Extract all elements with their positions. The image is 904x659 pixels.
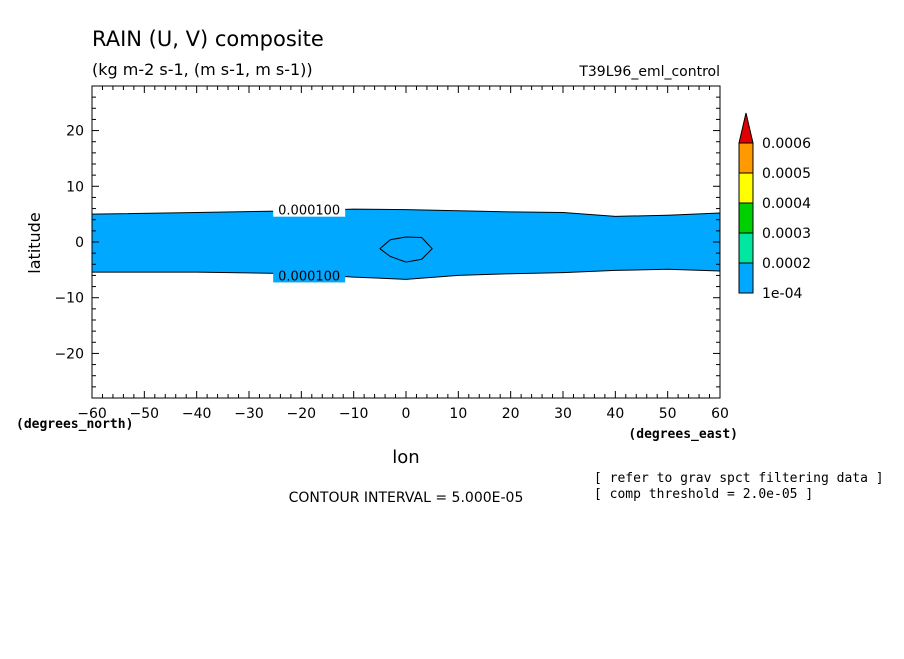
x-tick-label: −10 xyxy=(339,406,369,422)
y-tick-label: −20 xyxy=(54,346,84,362)
x-tick-label: 10 xyxy=(449,406,467,422)
y-units-label: (degrees_north) xyxy=(16,417,133,432)
colorbar-segment xyxy=(738,172,754,204)
colorbar-extend-arrow xyxy=(738,112,754,144)
y-tick-label: 20 xyxy=(66,124,84,140)
colorbar-segment xyxy=(738,142,754,174)
contour-interval-text: CONTOUR INTERVAL = 5.000E-05 xyxy=(289,490,524,506)
contour-label-bg xyxy=(273,202,346,217)
chart-units: (kg m-2 s-1, (m s-1, m s-1)) xyxy=(92,60,313,79)
contour-label: 0.000100 xyxy=(278,204,340,219)
colorbar-label: 0.0006 xyxy=(762,136,811,152)
note-line-2: [ comp threshold = 2.0e-05 ] xyxy=(594,487,813,502)
contour-line-south xyxy=(92,268,721,280)
plot-area: 0.000100 0.000100 −60 −50 −40 −30 −20 −10 0 10 20 3… xyxy=(54,85,729,422)
colorbar-label: 0.0003 xyxy=(762,226,811,242)
x-tick-label: −50 xyxy=(130,406,160,422)
y-axis-label: latitude xyxy=(25,212,44,273)
contour-label: 0.000100 xyxy=(278,269,340,284)
y-tick-label: −10 xyxy=(54,291,84,307)
y-tick-label: 10 xyxy=(66,179,84,195)
x-tick-label: 60 xyxy=(711,406,729,422)
x-tick-label: −20 xyxy=(287,406,317,422)
colorbar-label: 0.0002 xyxy=(762,256,811,272)
colorbar-label: 0.0004 xyxy=(762,196,811,212)
colorbar-segment xyxy=(738,232,754,264)
contour-line-inner xyxy=(379,236,433,263)
note-line-1: [ refer to grav spct filtering data ] xyxy=(594,471,884,486)
colorbar-segment xyxy=(738,202,754,234)
colorbar-label: 1e-04 xyxy=(762,286,802,302)
colorbar-segment xyxy=(738,262,754,294)
rain-fill-region xyxy=(92,209,720,280)
x-units-label: (degrees_east) xyxy=(628,427,738,442)
y-tick-label: 0 xyxy=(75,235,84,251)
x-tick-label: −40 xyxy=(182,406,212,422)
x-tick-label: −30 xyxy=(234,406,264,422)
contour-label-bg xyxy=(273,268,346,283)
x-tick-label: −60 xyxy=(77,406,107,422)
colorbar-label: 0.0005 xyxy=(762,166,811,182)
chart-title: RAIN (U, V) composite xyxy=(92,27,324,51)
x-tick-label: 50 xyxy=(659,406,677,422)
experiment-label: T39L96_eml_control xyxy=(578,64,720,80)
x-tick-label: 20 xyxy=(502,406,520,422)
colorbar: 0.0006 0.0005 0.0004 0.0003 0.0002 1e-04 xyxy=(738,112,811,302)
contour-line-north xyxy=(91,208,721,217)
x-tick-label: 30 xyxy=(554,406,572,422)
x-tick-label: 40 xyxy=(606,406,624,422)
x-tick-label: 0 xyxy=(402,406,411,422)
x-axis-label: lon xyxy=(392,447,419,468)
